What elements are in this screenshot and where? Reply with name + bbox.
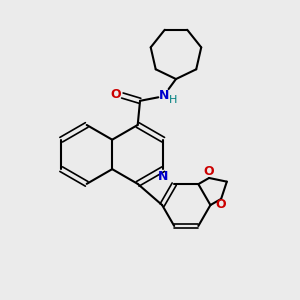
Text: H: H xyxy=(169,95,177,105)
Text: O: O xyxy=(204,165,214,178)
Text: O: O xyxy=(111,88,121,101)
Text: O: O xyxy=(216,198,226,211)
Text: N: N xyxy=(159,89,169,102)
Text: N: N xyxy=(158,170,168,183)
